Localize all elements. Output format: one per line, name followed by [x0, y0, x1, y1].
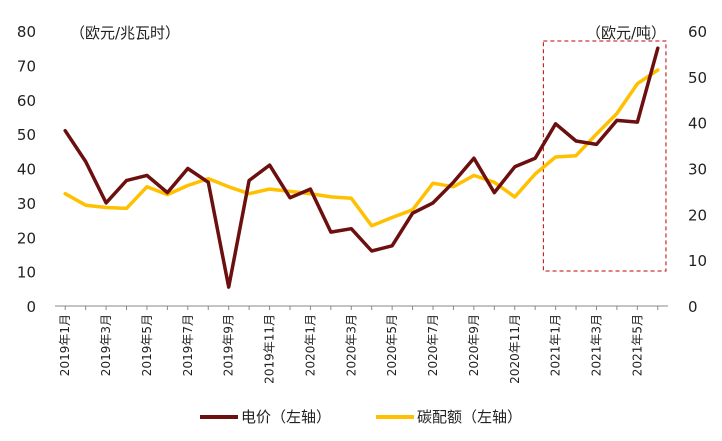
x-tick-label: 2019年5月 — [140, 314, 154, 376]
series-line-electricity — [63, 46, 660, 289]
x-tick-label: 2020年7月 — [426, 314, 440, 376]
x-tick-label: 2019年3月 — [99, 314, 113, 376]
highlight-box — [542, 40, 667, 272]
legend-label-carbon: 碳配额（左轴） — [417, 408, 522, 426]
y-left-tick-label: 0 — [26, 298, 36, 316]
y-right-tick-label: 30 — [688, 161, 707, 179]
series-layer — [63, 46, 660, 289]
y-right-tick-label: 10 — [688, 252, 707, 270]
y-right-tick-label: 50 — [688, 69, 707, 87]
legend: 电价（左轴） 碳配额（左轴） — [200, 408, 522, 426]
y-right-tick-label: 60 — [688, 23, 707, 41]
legend-label-electricity: 电价（左轴） — [241, 408, 331, 426]
y-right-tick-label: 40 — [688, 115, 707, 133]
x-tick-label: 2021年3月 — [589, 314, 603, 376]
right-axis-unit-label: （欧元/吨） — [586, 24, 666, 42]
y-left-tick-label: 20 — [17, 229, 36, 247]
y-left-tick-label: 10 — [17, 264, 36, 282]
x-tick-label: 2020年3月 — [344, 314, 358, 376]
y-right-tick-label: 0 — [688, 298, 698, 316]
y-left-tick-label: 60 — [17, 92, 36, 110]
left-axis-unit-label: （欧元/兆瓦时） — [70, 24, 180, 42]
x-tick-label: 2020年1月 — [303, 314, 317, 376]
y-left-tick-label: 50 — [17, 126, 36, 144]
label-layer: （欧元/兆瓦时） （欧元/吨） — [70, 24, 666, 42]
axes-layer: 0 10 20 30 40 50 60 70 80 0 10 20 30 40 50 60 2019年1月 201… — [17, 23, 707, 384]
x-tick-label: 2019年7月 — [181, 314, 195, 376]
y-left-tick-label: 30 — [17, 195, 36, 213]
highlight-layer — [542, 40, 667, 272]
y-left-tick-label: 80 — [17, 23, 36, 41]
x-tick-label: 2019年1月 — [58, 314, 72, 376]
x-tick-label: 2021年5月 — [630, 314, 644, 376]
x-tick-label: 2020年11月 — [508, 314, 522, 384]
x-tick-label: 2020年9月 — [467, 314, 481, 376]
x-tick-label: 2019年11月 — [263, 314, 277, 384]
y-left-tick-label: 40 — [17, 161, 36, 179]
x-tick-label: 2019年9月 — [222, 314, 236, 376]
series-line-carbon — [63, 68, 660, 228]
x-tick-label: 2021年1月 — [549, 314, 563, 376]
y-left-tick-label: 70 — [17, 57, 36, 75]
x-tick-label: 2020年5月 — [385, 314, 399, 376]
y-right-tick-label: 20 — [688, 206, 707, 224]
